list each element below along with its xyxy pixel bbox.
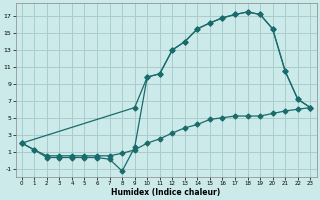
X-axis label: Humidex (Indice chaleur): Humidex (Indice chaleur) xyxy=(111,188,221,197)
